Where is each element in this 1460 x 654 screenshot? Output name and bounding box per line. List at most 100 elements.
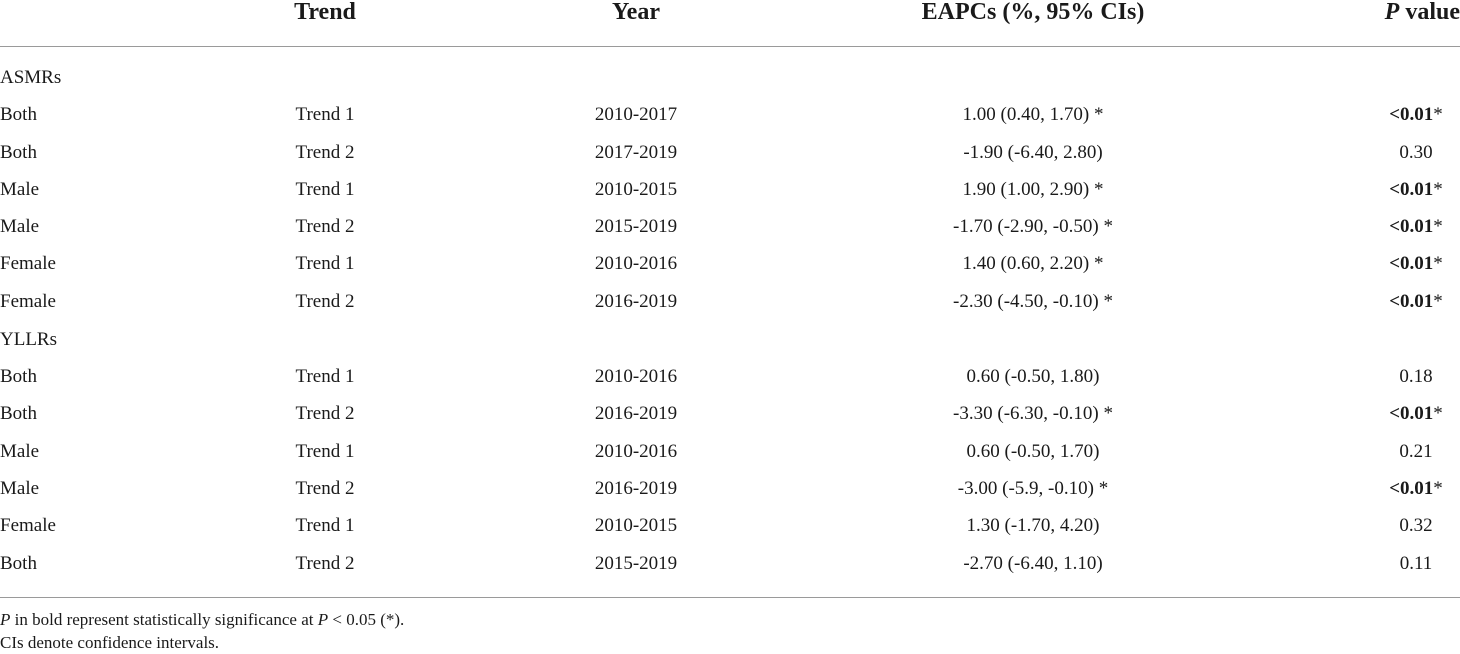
significance-star: * [1433,253,1443,274]
eapc-cell: -2.30 (-4.50, -0.10) * [953,291,1113,312]
eapc-cell: -3.30 (-6.30, -0.10) * [953,403,1113,424]
significance-star: * [1433,104,1443,125]
p-value-number: <0.01 [1389,253,1434,274]
p-value-cell: <0.01* [1389,283,1443,320]
year-cell: 2016-2019 [594,403,678,424]
p-value-cell: <0.01* [1389,208,1443,245]
trend-cell: Trend 1 [295,441,355,462]
p-value-cell: 0.18 [1399,358,1432,395]
eapc-cell: 1.00 (0.40, 1.70) * [962,104,1104,125]
table-row: Both Trend 1 2010-2017 1.00 (0.40, 1.70) * <… [0,96,1460,133]
eapc-cell: -2.70 (-6.40, 1.10) [963,553,1103,574]
year-cell: 2010-2016 [594,253,678,274]
p-value-number: 0.11 [1399,553,1433,574]
year-cell: 2017-2019 [594,142,678,163]
trend-cell: Trend 2 [295,403,355,424]
footer-divider [0,597,1460,598]
year-cell: 2010-2017 [594,104,678,125]
year-cell: 2010-2016 [594,441,678,462]
group-cell: Both [0,553,37,574]
eapc-cell: -1.70 (-2.90, -0.50) * [953,216,1113,237]
significance-star: * [1433,216,1443,237]
trend-cell: Trend 2 [295,553,355,574]
p-value-cell: <0.01* [1389,245,1443,282]
trend-cell: Trend 1 [295,366,355,387]
eapc-cell: 1.90 (1.00, 2.90) * [962,179,1104,200]
table-row: Male Trend 1 2010-2015 1.90 (1.00, 2.90) * <… [0,171,1460,208]
eapc-cell: -1.90 (-6.40, 2.80) [963,142,1103,163]
section-row: YLLRs [0,321,1460,358]
table-row: Both Trend 2 2016-2019 -3.30 (-6.30, -0.10)… [0,395,1460,432]
note-ci: CIs denote confidence intervals. [0,633,220,652]
eapc-cell: 0.60 (-0.50, 1.70) [966,441,1100,462]
year-cell: 2015-2019 [594,553,678,574]
group-cell: Male [0,441,40,462]
p-value-cell: 0.30 [1399,134,1432,171]
p-value-number: <0.01 [1389,179,1434,200]
table-row: Male Trend 2 2015-2019 -1.70 (-2.90, -0.50)… [0,208,1460,245]
year-cell: 2015-2019 [594,216,678,237]
section-row: ASMRs [0,59,1460,96]
table-row: Female Trend 1 2010-2016 1.40 (0.60, 2.20) … [0,245,1460,282]
year-cell: 2016-2019 [594,478,678,499]
p-value-number: 0.30 [1399,142,1433,163]
trend-cell: Trend 1 [295,179,355,200]
p-value-cell: <0.01* [1389,395,1443,432]
group-cell: Male [0,216,40,237]
note-p-italic: P [0,610,11,629]
year-cell: 2010-2016 [594,366,678,387]
trend-cell: Trend 1 [295,253,355,274]
p-value-cell: <0.01* [1389,96,1443,133]
header-trend: Trend [294,0,356,25]
header-p-italic: P [1384,0,1400,25]
p-value-number: <0.01 [1389,291,1434,312]
trend-cell: Trend 2 [295,291,355,312]
group-cell: Male [0,478,40,499]
eapc-cell: 1.40 (0.60, 2.20) * [962,253,1104,274]
header-eapc: EAPCs (%, 95% CIs) [921,0,1145,25]
table-row: Female Trend 1 2010-2015 1.30 (-1.70, 4.20)… [0,507,1460,544]
header-p-rest: value [1399,0,1460,25]
group-cell: Both [0,403,37,424]
table-header: Trend Year EAPCs (%, 95% CIs) P value [0,0,1460,47]
group-cell: Female [0,253,56,274]
p-value-cell: 0.21 [1399,433,1432,470]
eapc-cell: 1.30 (-1.70, 4.20) [966,515,1100,536]
trend-cell: Trend 2 [295,478,355,499]
note-mid-text: in bold represent statistically signific… [10,610,318,629]
group-cell: Male [0,179,40,200]
header-p-value: P value [1385,0,1460,24]
p-value-number: <0.01 [1389,403,1434,424]
trend-cell: Trend 2 [295,142,355,163]
year-cell: 2010-2015 [594,515,678,536]
p-value-number: <0.01 [1389,104,1434,125]
note-end-text: < 0.05 (*). [328,610,405,629]
significance-star: * [1433,179,1443,200]
p-value-number: 0.21 [1399,441,1433,462]
eapc-cell: 0.60 (-0.50, 1.80) [966,366,1100,387]
p-value-number: 0.32 [1399,515,1433,536]
group-cell: Both [0,366,37,387]
group-cell: Female [0,291,56,312]
trend-cell: Trend 1 [295,515,355,536]
group-cell: Both [0,104,37,125]
significance-star: * [1433,291,1443,312]
section-label: YLLRs [0,329,57,350]
note-significance: P in bold represent statistically signif… [0,609,404,631]
group-cell: Female [0,515,56,536]
header-year: Year [612,0,660,25]
eapc-cell: -3.00 (-5.9, -0.10) * [957,478,1109,499]
significance-star: * [1433,478,1443,499]
trend-cell: Trend 1 [295,104,355,125]
section-label: ASMRs [0,67,62,88]
significance-star: * [1433,403,1443,424]
table-row: Female Trend 2 2016-2019 -2.30 (-4.50, -0.1… [0,283,1460,320]
group-cell: Both [0,142,37,163]
p-value-number: <0.01 [1389,478,1434,499]
trend-cell: Trend 2 [295,216,355,237]
note-p2-italic: P [317,610,329,629]
table-row: Both Trend 1 2010-2016 0.60 (-0.50, 1.80) 0.… [0,358,1460,395]
table-row: Male Trend 2 2016-2019 -3.00 (-5.9, -0.10) … [0,470,1460,507]
table-row: Both Trend 2 2017-2019 -1.90 (-6.40, 2.80) 0… [0,134,1460,171]
table-row: Both Trend 2 2015-2019 -2.70 (-6.40, 1.10) 0… [0,545,1460,582]
